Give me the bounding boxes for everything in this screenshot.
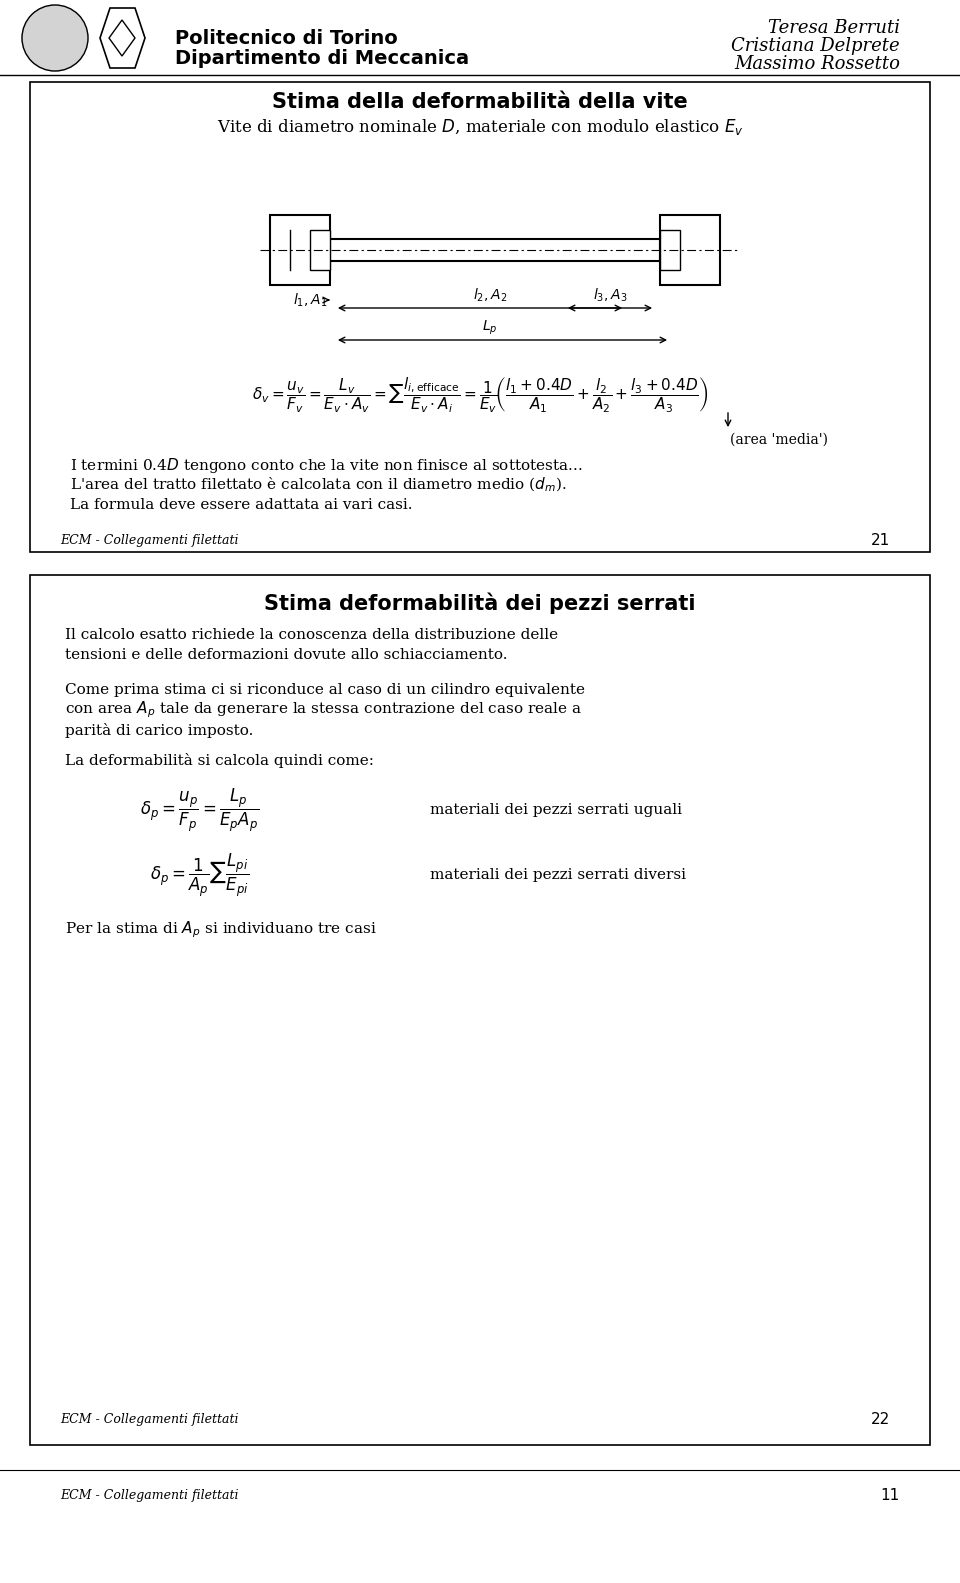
Text: 22: 22 [871,1412,890,1428]
Text: Massimo Rossetto: Massimo Rossetto [734,55,900,73]
Bar [660,230,680,271]
Text: $l_2, A_2$: $l_2, A_2$ [473,287,507,304]
Text: 21: 21 [871,532,890,548]
Text: con area $A_p$ tale da generare la stessa contrazione del caso reale a: con area $A_p$ tale da generare la stess… [65,700,582,720]
Text: L'area del tratto filettato è calcolata con il diametro medio ($d_m$).: L'area del tratto filettato è calcolata … [70,476,566,494]
Text: $l_1, A_1$: $l_1, A_1$ [293,291,327,309]
Text: tensioni e delle deformazioni dovute allo schiacciamento.: tensioni e delle deformazioni dovute all… [65,647,508,662]
Text: materiali dei pezzi serrati uguali: materiali dei pezzi serrati uguali [430,803,682,817]
Bar [30,575,930,1445]
Text: parità di carico imposto.: parità di carico imposto. [65,722,253,738]
Text: $\delta_p = \dfrac{u_p}{F_p} = \dfrac{L_p}{E_p A_p}$: $\delta_p = \dfrac{u_p}{F_p} = \dfrac{L_… [140,787,259,834]
Text: $L_p$: $L_p$ [482,318,497,337]
Text: Come prima stima ci si riconduce al caso di un cilindro equivalente: Come prima stima ci si riconduce al caso… [65,682,585,697]
Text: Politecnico di Torino: Politecnico di Torino [175,28,397,47]
Bar [270,215,330,285]
Text: La deformabilità si calcola quindi come:: La deformabilità si calcola quindi come: [65,752,374,768]
Text: (area 'media'): (area 'media') [730,434,828,446]
Text: ECM - Collegamenti filettati: ECM - Collegamenti filettati [60,1414,238,1426]
Text: ECM - Collegamenti filettati: ECM - Collegamenti filettati [60,533,238,546]
Bar [660,215,720,285]
Text: Teresa Berruti: Teresa Berruti [768,19,900,36]
Text: La formula deve essere adattata ai vari casi.: La formula deve essere adattata ai vari … [70,499,413,511]
Text: Vite di diametro nominale $D$, materiale con modulo elastico $E_v$: Vite di diametro nominale $D$, materiale… [217,117,743,138]
Bar [310,230,330,271]
Text: ECM - Collegamenti filettati: ECM - Collegamenti filettati [60,1488,238,1502]
Text: $\delta_v = \dfrac{u_v}{F_v} = \dfrac{L_v}{E_v \cdot A_v} = \sum \dfrac{l_{i,\ma: $\delta_v = \dfrac{u_v}{F_v} = \dfrac{L_… [252,375,708,415]
Circle shape [22,5,88,71]
Text: Dipartimento di Meccanica: Dipartimento di Meccanica [175,49,469,68]
Text: I termini 0.4$D$ tengono conto che la vite non finisce al sottotesta...: I termini 0.4$D$ tengono conto che la vi… [70,456,583,475]
Text: Cristiana Delprete: Cristiana Delprete [732,36,900,55]
Text: 11: 11 [880,1488,900,1502]
Bar [30,82,930,552]
Text: Per la stima di $A_p$ si individuano tre casi: Per la stima di $A_p$ si individuano tre… [65,920,376,940]
Text: $l_3, A_3$: $l_3, A_3$ [592,287,627,304]
Bar [330,239,660,261]
Text: Il calcolo esatto richiede la conoscenza della distribuzione delle: Il calcolo esatto richiede la conoscenza… [65,628,558,643]
Text: $\delta_p = \dfrac{1}{A_p} \sum \dfrac{L_{pi}}{E_{pi}}$: $\delta_p = \dfrac{1}{A_p} \sum \dfrac{L… [151,852,250,899]
Text: Stima deformabilità dei pezzi serrati: Stima deformabilità dei pezzi serrati [264,592,696,614]
Text: Stima della deformabilità della vite: Stima della deformabilità della vite [272,92,688,112]
Text: materiali dei pezzi serrati diversi: materiali dei pezzi serrati diversi [430,867,686,882]
